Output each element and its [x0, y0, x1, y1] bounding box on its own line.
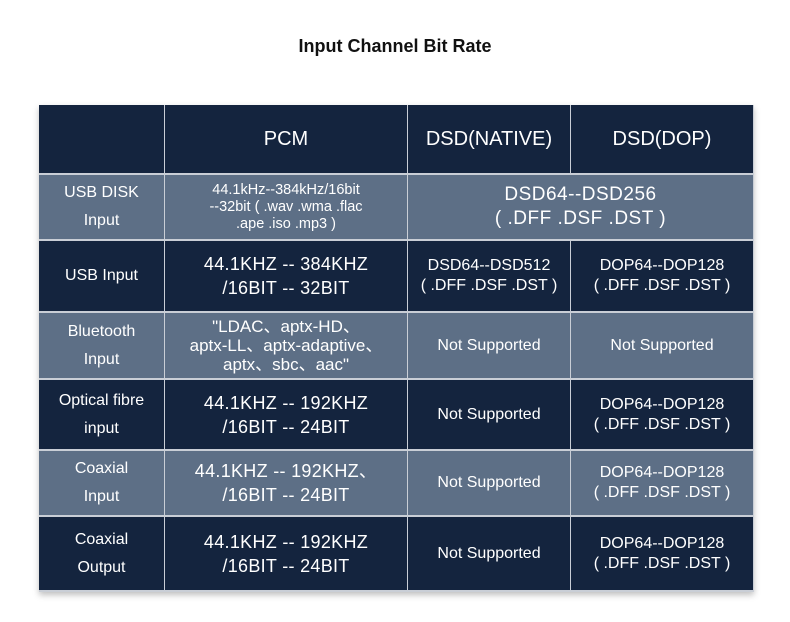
- native-cell-coaxial-output: Not Supported: [408, 517, 571, 592]
- bit-rate-table: PCM DSD(NATIVE) DSD(DOP) USB DISK Input …: [39, 105, 754, 592]
- pcm-cell-optical: 44.1KHZ -- 192KHZ /16BIT -- 24BIT: [165, 380, 408, 451]
- pcm-line: /16BIT -- 32BIT: [222, 278, 350, 298]
- pcm-cell-bluetooth: "LDAC、aptx-HD、 aptx-LL、aptx-adaptive、 ap…: [165, 313, 408, 380]
- native-line: ( .DFF .DSF .DST ): [420, 277, 558, 294]
- dop-cell-coaxial-output: DOP64--DOP128 ( .DFF .DSF .DST ): [571, 517, 754, 592]
- pcm-cell-coaxial-output: 44.1KHZ -- 192KHZ /16BIT -- 24BIT: [165, 517, 408, 592]
- row-name-line: USB DISK: [64, 184, 139, 201]
- pcm-line: aptx、sbc、aac": [222, 355, 350, 374]
- pcm-line: 44.1kHz--384kHz/16bit: [212, 181, 360, 198]
- row-name-line: Input: [83, 350, 120, 368]
- row-name-line: Optical fibre: [58, 391, 145, 409]
- pcm-line: /16BIT -- 24BIT: [222, 485, 350, 505]
- row-name-optical: Optical fibre input: [39, 380, 165, 451]
- dop-line: ( .DFF .DSF .DST ): [593, 554, 731, 572]
- header-dsd-dop: DSD(DOP): [571, 105, 754, 175]
- pcm-line: "LDAC、aptx-HD、: [212, 317, 360, 336]
- dop-line: DOP64--DOP128: [599, 257, 725, 274]
- row-name-line: Input: [83, 488, 120, 505]
- row-name-line: USB Input: [65, 267, 138, 284]
- native-cell-optical: Not Supported: [408, 380, 571, 451]
- pcm-line: 44.1KHZ -- 192KHZ、: [194, 461, 378, 481]
- dop-line: DOP64--DOP128: [599, 395, 725, 413]
- row-name-coaxial-input: Coaxial Input: [39, 451, 165, 517]
- dop-cell-optical: DOP64--DOP128 ( .DFF .DSF .DST ): [571, 380, 754, 451]
- dsd-line: DSD64--DSD256: [504, 184, 657, 205]
- pcm-cell-usb-input: 44.1KHZ -- 384KHZ /16BIT -- 32BIT: [165, 241, 408, 313]
- native-line: DSD64--DSD512: [427, 257, 551, 274]
- pcm-line: .ape .iso .mp3 ): [236, 215, 336, 232]
- header-pcm: PCM: [165, 105, 408, 175]
- dop-line: DOP64--DOP128: [599, 534, 725, 552]
- pcm-line: --32bit ( .wav .wma .flac: [209, 198, 363, 215]
- native-cell-usb-input: DSD64--DSD512 ( .DFF .DSF .DST ): [408, 241, 571, 313]
- dop-line: ( .DFF .DSF .DST ): [593, 277, 731, 294]
- pcm-cell-coaxial-input: 44.1KHZ -- 192KHZ、 /16BIT -- 24BIT: [165, 451, 408, 517]
- dop-cell-coaxial-input: DOP64--DOP128 ( .DFF .DSF .DST ): [571, 451, 754, 517]
- row-name-bluetooth: Bluetooth Input: [39, 313, 165, 380]
- dsd-merged-cell-usb-disk: DSD64--DSD256 ( .DFF .DSF .DST ): [408, 175, 754, 241]
- row-name-usb-disk: USB DISK Input: [39, 175, 165, 241]
- pcm-line: /16BIT -- 24BIT: [222, 416, 350, 437]
- dop-cell-usb-input: DOP64--DOP128 ( .DFF .DSF .DST ): [571, 241, 754, 313]
- pcm-line: 44.1KHZ -- 192KHZ: [203, 392, 369, 413]
- dop-line: DOP64--DOP128: [599, 464, 725, 481]
- page-title: Input Channel Bit Rate: [298, 36, 492, 56]
- dsd-line: ( .DFF .DSF .DST ): [494, 208, 667, 229]
- row-name-line: Bluetooth: [67, 322, 136, 340]
- pcm-line: aptx-LL、aptx-adaptive、: [189, 336, 383, 355]
- row-name-line: Output: [77, 558, 126, 576]
- native-cell-coaxial-input: Not Supported: [408, 451, 571, 517]
- pcm-line: 44.1KHZ -- 384KHZ: [203, 254, 369, 274]
- row-name-line: input: [84, 419, 119, 437]
- row-name-line: Input: [83, 212, 120, 229]
- dop-line: ( .DFF .DSF .DST ): [593, 415, 731, 433]
- native-cell-bluetooth: Not Supported: [408, 313, 571, 380]
- dop-cell-bluetooth: Not Supported: [571, 313, 754, 380]
- pcm-line: /16BIT -- 24BIT: [222, 555, 350, 576]
- dop-line: ( .DFF .DSF .DST ): [593, 484, 731, 501]
- row-name-usb-input: USB Input: [39, 241, 165, 313]
- row-name-coaxial-output: Coaxial Output: [39, 517, 165, 592]
- row-name-line: Coaxial: [74, 530, 129, 548]
- row-name-line: Coaxial: [74, 460, 129, 477]
- pcm-line: 44.1KHZ -- 192KHZ: [203, 531, 369, 552]
- pcm-cell-usb-disk: 44.1kHz--384kHz/16bit --32bit ( .wav .wm…: [165, 175, 408, 241]
- header-dsd-native: DSD(NATIVE): [408, 105, 571, 175]
- header-blank-cell: [39, 105, 165, 175]
